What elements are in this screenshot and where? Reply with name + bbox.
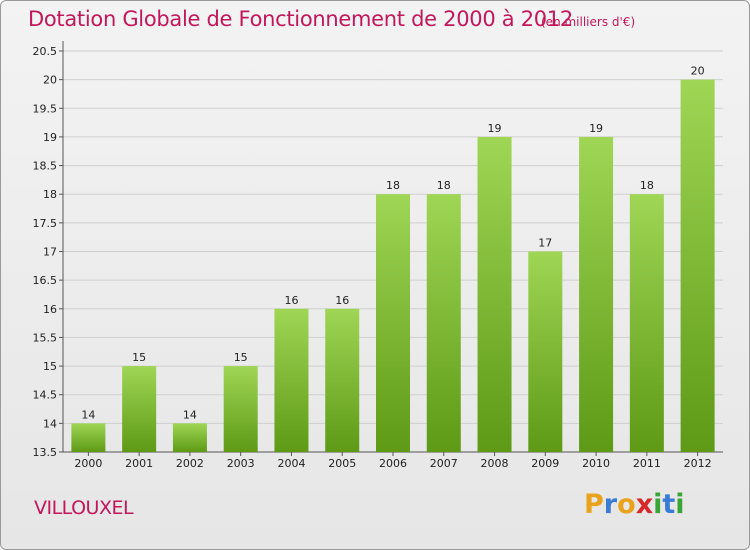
logo-letter: x: [635, 489, 654, 520]
bar-2007: [426, 194, 461, 452]
logo-letter: i: [675, 489, 685, 520]
x-tick-label: 2001: [125, 457, 153, 470]
bar-2010: [579, 136, 614, 452]
bar-value-label: 20: [691, 65, 705, 78]
bar-value-label: 18: [437, 179, 451, 192]
y-tick-label: 16: [43, 303, 57, 316]
logo-letter: r: [603, 489, 618, 520]
x-tick-label: 2009: [531, 457, 559, 470]
logo-letter: i: [653, 489, 663, 520]
bars: [71, 79, 715, 453]
bar-value-label: 18: [640, 179, 654, 192]
y-tick-label: 14: [43, 417, 57, 430]
logo-letter: t: [662, 489, 676, 520]
x-tick-label: 2004: [277, 457, 305, 470]
x-tick-label: 2010: [582, 457, 610, 470]
proxiti-logo: Proxiti: [584, 489, 685, 520]
chart-subtitle: (en milliers d'€): [541, 15, 636, 29]
bar-2011: [629, 194, 664, 452]
y-tick-label: 18: [43, 188, 57, 201]
x-tick-label: 2007: [430, 457, 458, 470]
y-tick-label: 17: [43, 246, 57, 259]
bar-value-label: 16: [335, 294, 349, 307]
bar-2008: [477, 136, 512, 452]
bar-value-label: 15: [234, 351, 248, 364]
x-tick-label: 2006: [379, 457, 407, 470]
y-tick-label: 18.5: [33, 160, 58, 173]
y-tick-label: 17.5: [33, 217, 58, 230]
bar-2000: [71, 423, 106, 452]
bar-value-label: 19: [589, 122, 603, 135]
bar-value-label: 14: [81, 408, 95, 421]
bar-2006: [375, 194, 411, 452]
y-tick-label: 19: [43, 131, 57, 144]
chart-title: Dotation Globale de Fonctionnement de 20…: [28, 7, 573, 31]
x-tick-label: 2011: [633, 457, 661, 470]
bar-value-label: 18: [386, 179, 400, 192]
commune-name: VILLOUXEL: [34, 497, 134, 519]
bar-2005: [325, 308, 360, 452]
x-tick-label: 2002: [176, 457, 204, 470]
bar-2004: [274, 308, 309, 452]
y-tick-label: 19.5: [33, 102, 58, 115]
bar-value-label: 17: [538, 237, 552, 250]
logo-letter: P: [584, 489, 604, 520]
x-tick-label: 2012: [684, 457, 712, 470]
y-tick-label: 15.5: [33, 331, 58, 344]
bar-2002: [172, 423, 207, 452]
x-tick-label: 2005: [328, 457, 356, 470]
y-tick-label: 15: [43, 360, 57, 373]
x-tick-label: 2000: [74, 457, 102, 470]
bar-value-label: 16: [284, 294, 298, 307]
bar-2012: [680, 79, 715, 453]
x-tick-label: 2008: [481, 457, 509, 470]
y-tick-label: 16.5: [33, 274, 58, 287]
x-tick-label: 2003: [227, 457, 255, 470]
y-tick-label: 20: [43, 74, 57, 87]
bar-value-label: 19: [488, 122, 502, 135]
y-tick-label: 13.5: [33, 446, 58, 459]
bar-value-label: 15: [132, 351, 146, 364]
y-tick-label: 14.5: [33, 389, 58, 402]
bar-2009: [528, 251, 563, 452]
bar-2003: [223, 366, 258, 452]
bar-value-label: 14: [183, 408, 197, 421]
logo-letter: o: [617, 489, 636, 520]
bar-2001: [122, 366, 157, 452]
labels: 14 15 14 15 16 16 18 18 19 17 19 18 20: [81, 65, 704, 422]
y-tick-label: 20.5: [33, 45, 58, 58]
